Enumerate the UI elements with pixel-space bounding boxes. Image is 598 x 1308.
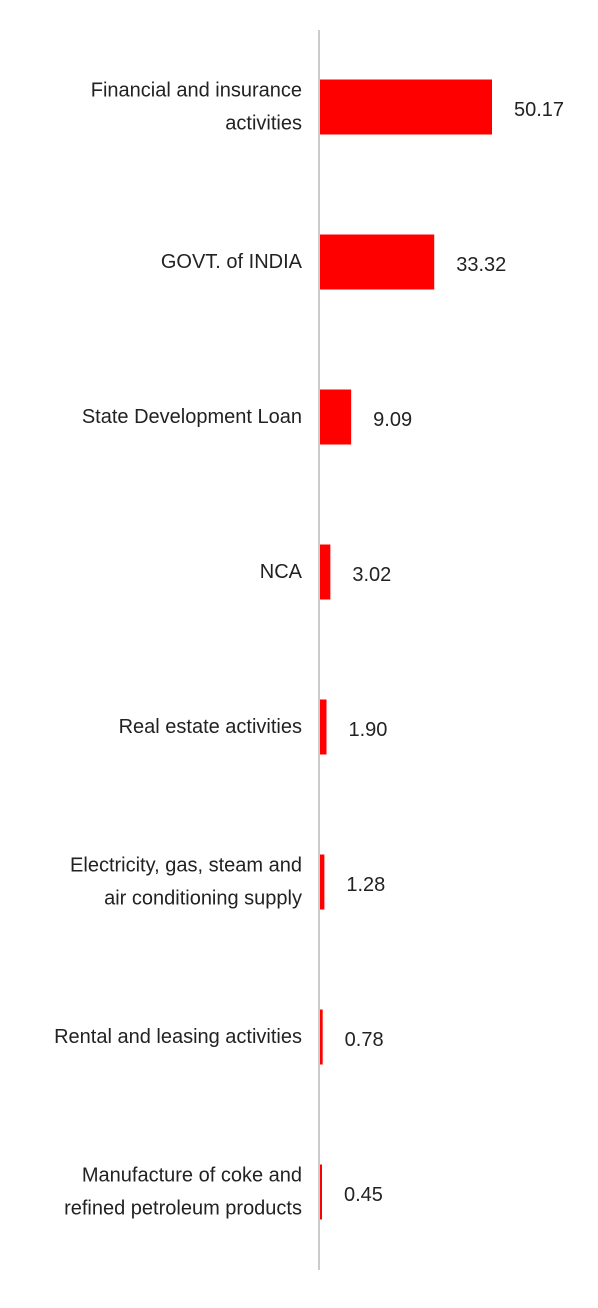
bar bbox=[320, 854, 325, 910]
value-labels-group: 50.17 33.32 9.09 3.02 1.90 1.28 0.78 0.45 bbox=[344, 99, 564, 1206]
category-label: activities bbox=[225, 113, 302, 135]
bar bbox=[320, 389, 352, 445]
category-label: Real estate activities bbox=[119, 716, 302, 738]
category-label: Electricity, gas, steam and bbox=[70, 855, 302, 877]
value-label: 9.09 bbox=[373, 409, 412, 431]
value-label: 33.32 bbox=[456, 254, 506, 276]
category-label: Rental and leasing activities bbox=[54, 1026, 302, 1048]
bar bbox=[320, 234, 435, 290]
category-label: air conditioning supply bbox=[104, 888, 302, 910]
bars-group bbox=[320, 79, 492, 1220]
value-label: 3.02 bbox=[352, 564, 391, 586]
value-label: 1.28 bbox=[346, 874, 385, 896]
value-label: 0.45 bbox=[344, 1184, 383, 1206]
bar bbox=[320, 544, 331, 600]
bar bbox=[320, 79, 492, 135]
category-label: Financial and insurance bbox=[91, 80, 302, 102]
value-label: 50.17 bbox=[514, 99, 564, 121]
bar bbox=[320, 699, 327, 755]
category-labels-group: Financial and insurance activities GOVT. o… bbox=[54, 80, 303, 1220]
value-label: 1.90 bbox=[349, 719, 388, 741]
bar bbox=[320, 1164, 322, 1220]
value-label: 0.78 bbox=[345, 1029, 384, 1051]
category-label: NCA bbox=[260, 561, 303, 583]
category-label: refined petroleum products bbox=[64, 1198, 302, 1220]
category-label: Manufacture of coke and bbox=[82, 1165, 302, 1187]
bar bbox=[320, 1009, 323, 1065]
category-label: GOVT. of INDIA bbox=[161, 251, 303, 273]
category-label: State Development Loan bbox=[82, 406, 302, 428]
